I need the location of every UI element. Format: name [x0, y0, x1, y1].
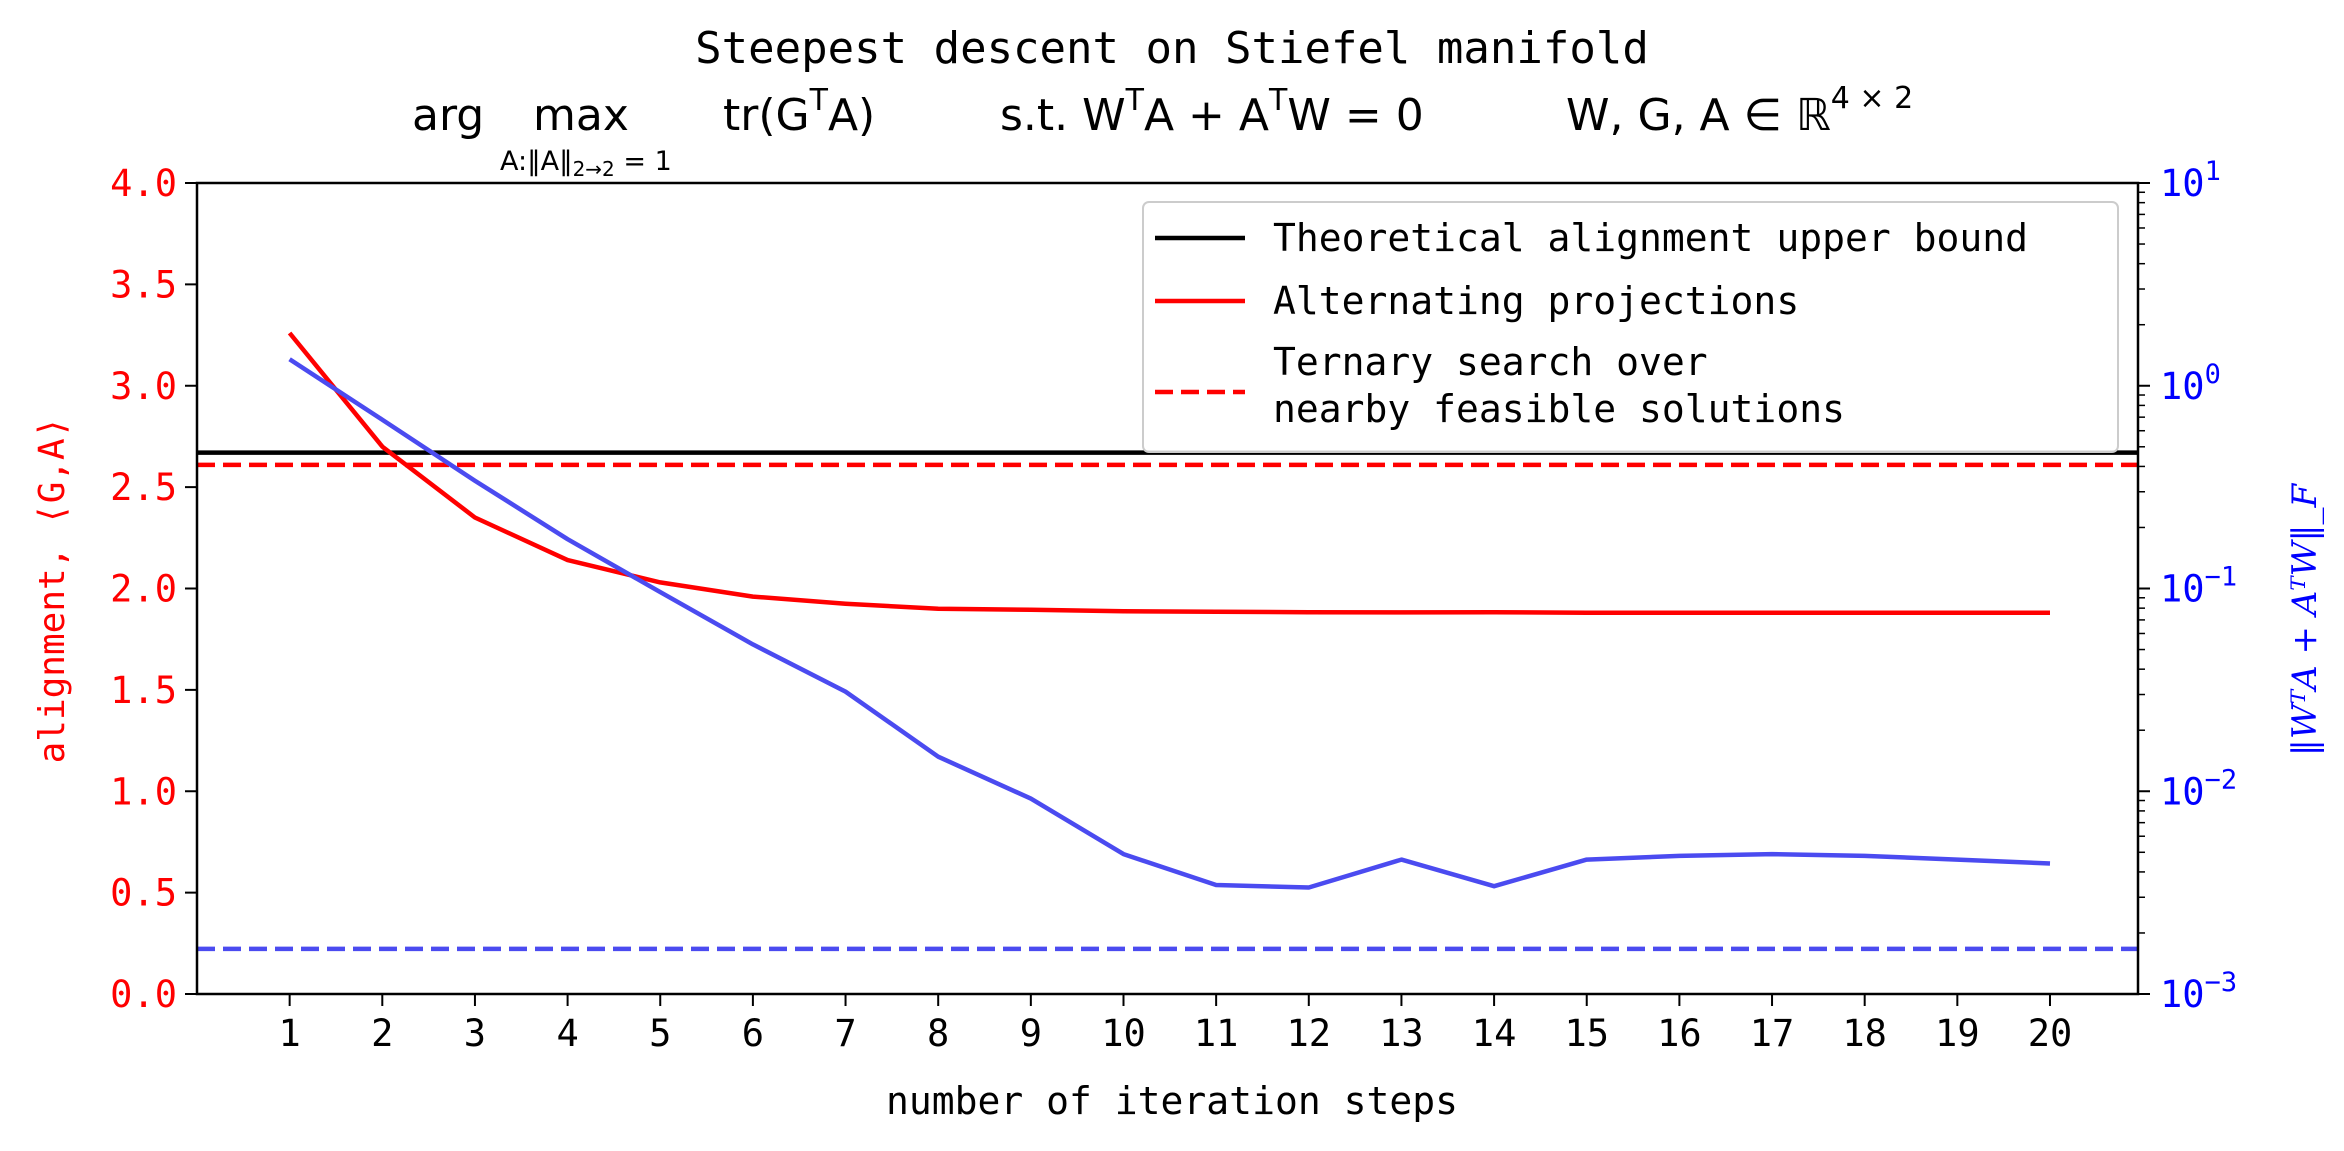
subtitle-domain-main: W, G, A ∈ ℝ	[1566, 90, 1831, 141]
y-left-tick-label: 1.0	[110, 770, 177, 813]
legend-label: Alternating projections	[1273, 279, 1799, 323]
x-tick-label: 1	[279, 1012, 301, 1055]
x-tick-label: 20	[2028, 1012, 2073, 1055]
x-tick-label: 8	[927, 1012, 949, 1055]
y-left-tick-label: 2.5	[110, 466, 177, 509]
y-right-tick-label: 10−3	[2160, 967, 2237, 1016]
series-line-0	[287, 331, 2050, 616]
subtitle-objective-end: A)	[828, 90, 875, 141]
subtitle-max: max	[533, 90, 629, 141]
x-tick-label: 14	[1472, 1012, 1517, 1055]
x-tick-label: 3	[464, 1012, 486, 1055]
subtitle-max-sub: A:‖A‖	[500, 146, 573, 177]
x-tick-label: 13	[1379, 1012, 1424, 1055]
x-tick-label: 6	[742, 1012, 764, 1055]
subtitle-domain-sup: 4 × 2	[1831, 81, 1913, 116]
chart-title: Steepest descent on Stiefel manifold	[695, 23, 1649, 74]
subtitle-objective-main: tr(G	[723, 90, 810, 141]
y-axis-left-label: alignment, ⟨G,A⟩	[32, 417, 73, 764]
legend-label: nearby feasible solutions	[1273, 387, 1845, 431]
y-left-tick-label: 4.0	[110, 162, 177, 205]
y-left-tick-label: 2.0	[110, 568, 177, 611]
reference-lines	[197, 450, 2138, 952]
subtitle-constraint: s.t. WTA + ATW = 0	[1000, 83, 1424, 141]
y-left-tick-label: 0.0	[110, 973, 177, 1016]
y-right-tick-label: 101	[2160, 156, 2221, 205]
chart-subtitle: arg max A:‖A‖2→2 = 1 tr(GTA) s.t. WTA + …	[412, 81, 1913, 181]
y-left-tick-label: 1.5	[110, 669, 177, 712]
y-right-tick-label: 10−2	[2160, 764, 2237, 813]
x-tick-label: 5	[649, 1012, 671, 1055]
subtitle-max-sub-index: 2→2	[573, 157, 615, 181]
x-tick-label: 7	[834, 1012, 856, 1055]
y-right-tick-label: 100	[2160, 359, 2221, 408]
subtitle-constraint-a: s.t. W	[1000, 90, 1126, 141]
x-axis-ticks: 1 2 3 4 5 6 7 8 9 10 11 12 13 14 15 16 17 18 19 20	[279, 994, 2073, 1055]
subtitle-objective-sup: T	[809, 83, 829, 118]
y-right-tick-label: 10−1	[2160, 562, 2237, 611]
subtitle-constraint-sup2: T	[1268, 83, 1288, 118]
x-tick-label: 9	[1020, 1012, 1042, 1055]
legend-label: Ternary search over	[1273, 340, 1708, 384]
x-tick-label: 10	[1101, 1012, 1146, 1055]
legend-label: Theoretical alignment upper bound	[1273, 216, 2028, 260]
legend: Theoretical alignment upper bound Alterna…	[1142, 201, 2119, 453]
y-axis-left-ticks: 0.0 0.5 1.0 1.5 2.0 2.5 3.0 3.5 4.0	[110, 162, 197, 1016]
subtitle-constraint-c: W = 0	[1287, 90, 1423, 141]
y-axis-right-ticks: 10−3 10−2 10−1 100 101	[2138, 156, 2237, 1016]
subtitle-domain: W, G, A ∈ ℝ4 × 2	[1566, 81, 1913, 141]
x-tick-label: 2	[371, 1012, 393, 1055]
y-axis-right-label: ‖WᵀA + AᵀW‖_F	[2285, 482, 2325, 756]
x-tick-label: 17	[1750, 1012, 1795, 1055]
x-tick-label: 18	[1842, 1012, 1887, 1055]
y-left-tick-label: 0.5	[110, 872, 177, 915]
subtitle-max-sub-end: = 1	[615, 146, 672, 177]
y-left-tick-label: 3.5	[110, 263, 177, 306]
subtitle-constraint-sup1: T	[1125, 83, 1145, 118]
x-tick-label: 12	[1287, 1012, 1332, 1055]
subtitle-constraint-b: A + A	[1144, 90, 1269, 141]
x-axis-label: number of iteration steps	[886, 1079, 1458, 1123]
series-line-1	[288, 357, 2051, 890]
series-lines	[287, 331, 2051, 890]
x-tick-label: 4	[556, 1012, 578, 1055]
x-tick-label: 11	[1194, 1012, 1239, 1055]
subtitle-objective: tr(GTA)	[723, 83, 875, 141]
subtitle-arg: arg	[412, 90, 484, 141]
legend-box	[1142, 201, 2119, 453]
x-tick-label: 15	[1564, 1012, 1609, 1055]
y-left-tick-label: 3.0	[110, 365, 177, 408]
subtitle-max-constraint: A:‖A‖2→2 = 1	[500, 146, 672, 181]
x-tick-label: 19	[1935, 1012, 1980, 1055]
x-tick-label: 16	[1657, 1012, 1702, 1055]
